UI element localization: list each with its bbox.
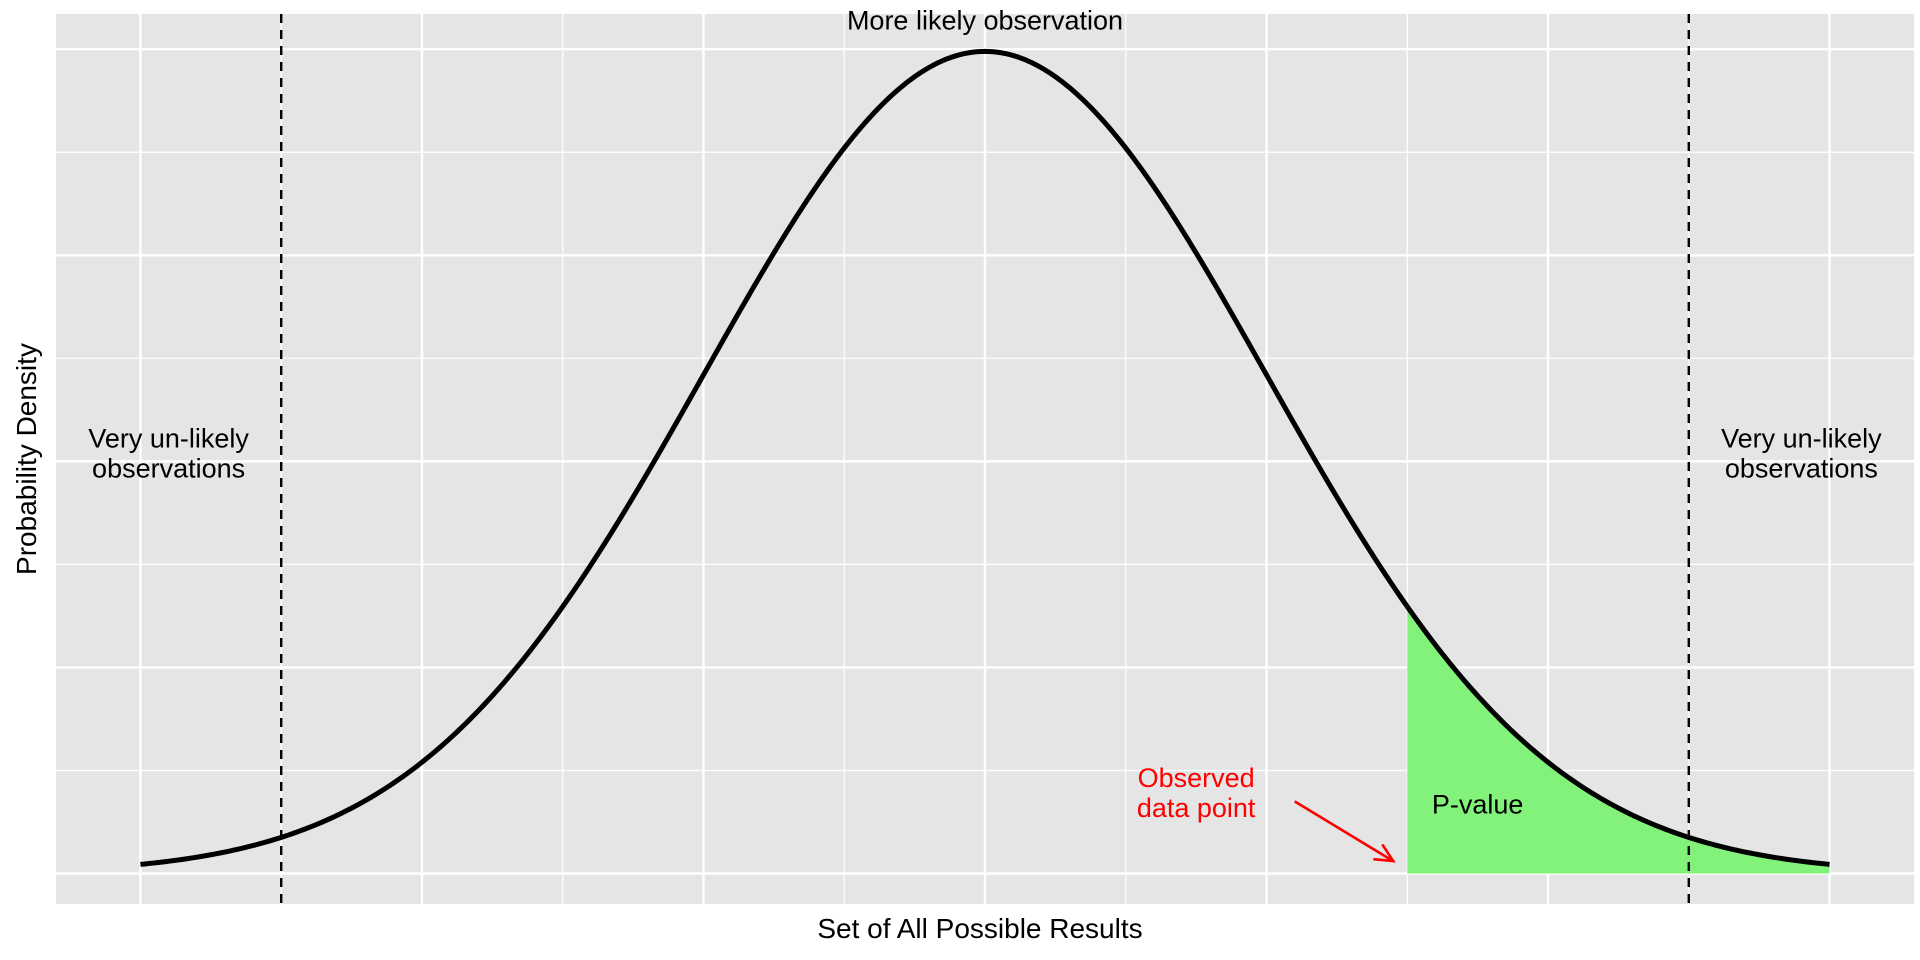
arrow-head — [1373, 843, 1396, 863]
annotation-label: Very un-likely — [1721, 423, 1882, 453]
annotation-label: Observed — [1138, 763, 1255, 793]
annotation-label: observations — [92, 454, 245, 484]
annotation-label: P-value — [1432, 790, 1524, 820]
annotation-label: data point — [1137, 793, 1256, 823]
annotation-label: More likely observation — [847, 5, 1123, 35]
y-axis-label: Probability Density — [11, 343, 42, 575]
p-value-shaded-area — [1407, 606, 1830, 874]
arrow-shaft — [1293, 800, 1394, 863]
annotation-label: observations — [1725, 454, 1878, 484]
dashed-reference-lines — [280, 14, 1690, 904]
observed-point-arrow — [1293, 800, 1396, 863]
annotation-label: Very un-likely — [88, 423, 249, 453]
x-axis-label: Set of All Possible Results — [817, 913, 1142, 944]
density-curve — [140, 48, 1830, 867]
